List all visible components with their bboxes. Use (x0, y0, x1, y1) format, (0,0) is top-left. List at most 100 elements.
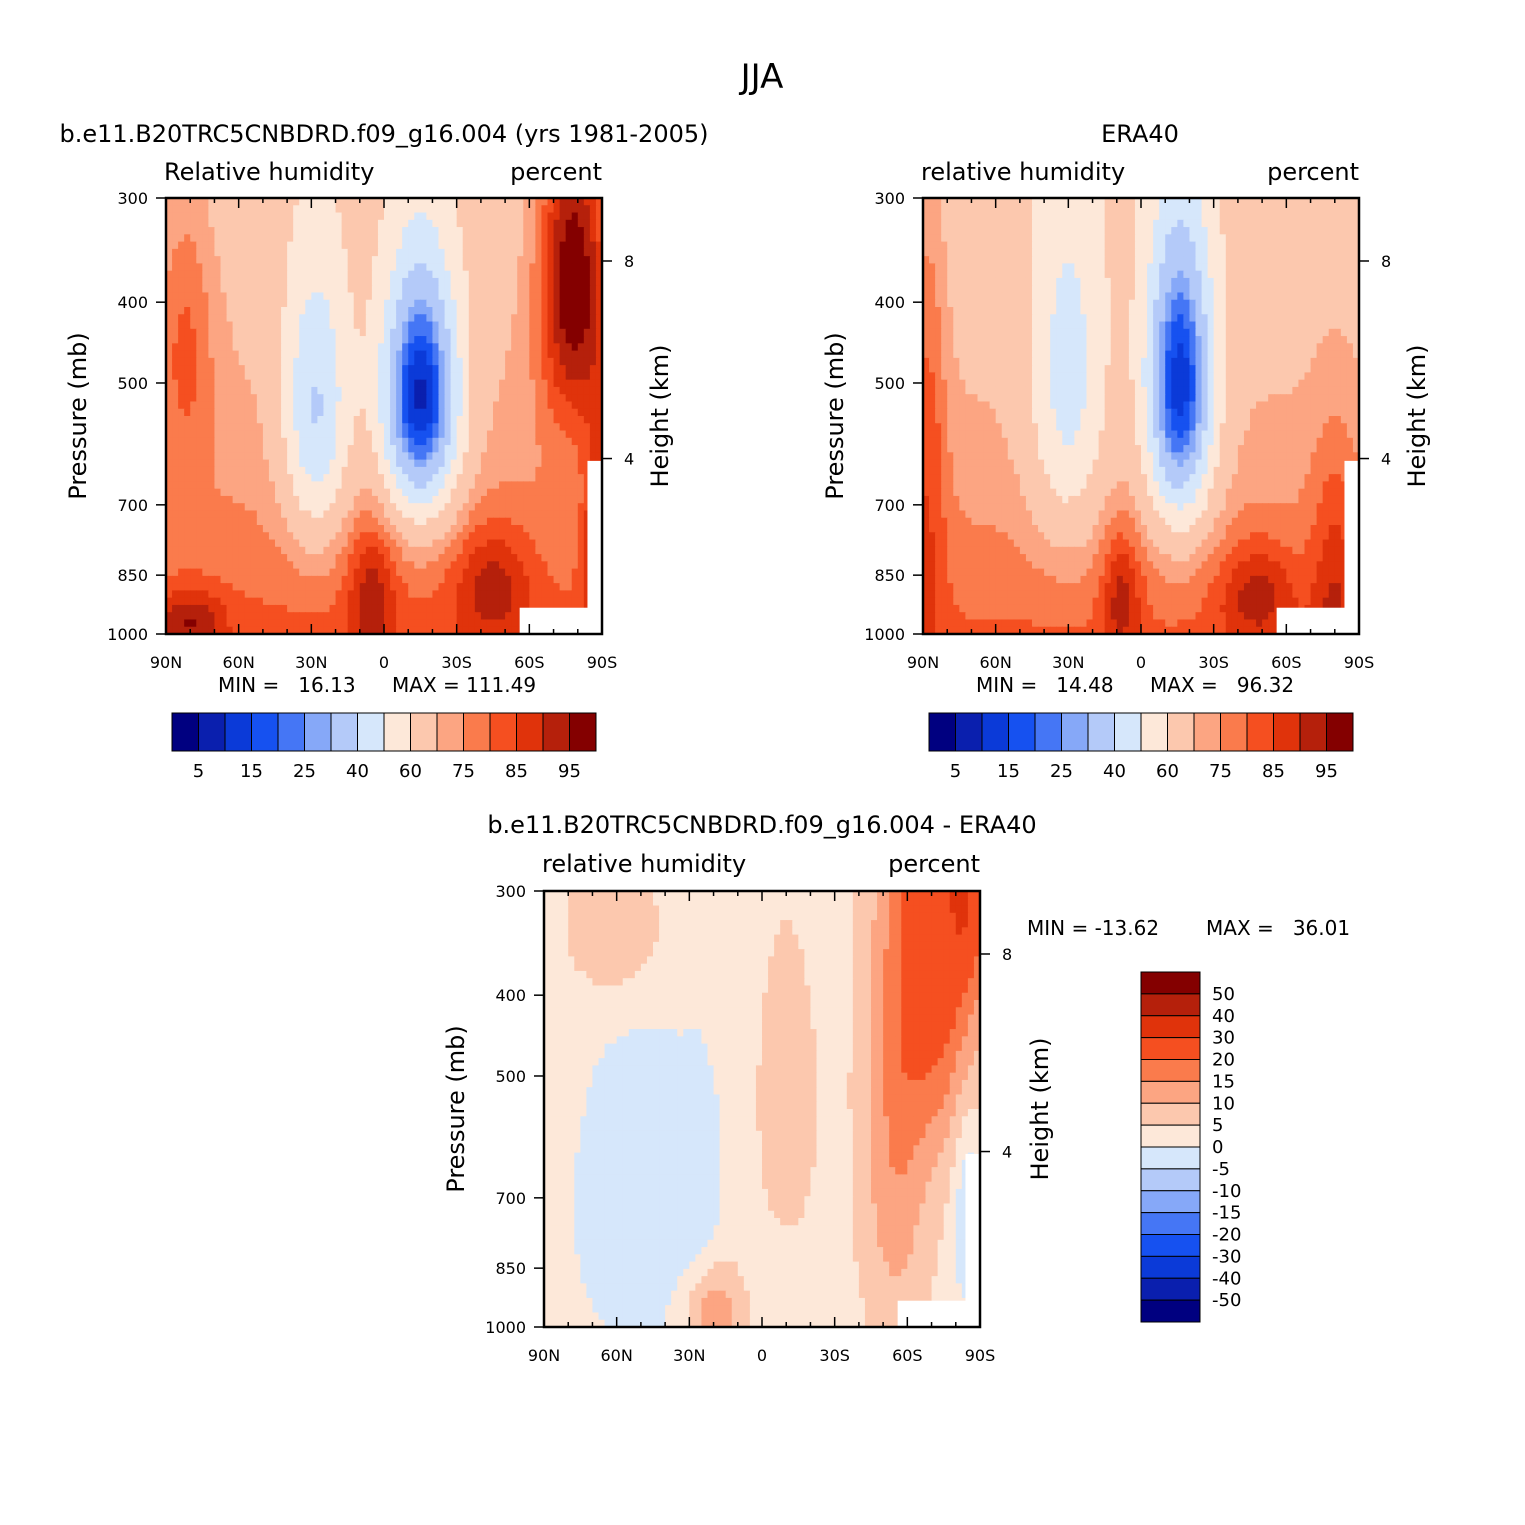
contour-cell (947, 205, 954, 214)
contour-cell (432, 234, 440, 243)
contour-cell (523, 503, 530, 512)
contour-cell (208, 525, 216, 533)
contour-cell (517, 517, 524, 526)
contour-cell (1001, 205, 1009, 214)
contour-cell (565, 205, 573, 214)
contour-cell (499, 379, 506, 388)
colorbar-swatch (251, 712, 279, 752)
contour-cell (589, 408, 597, 417)
contour-cell (1268, 198, 1275, 206)
contour-cell (983, 198, 991, 206)
contour-cell (384, 205, 391, 214)
contour-cell (565, 575, 573, 584)
contour-cell (517, 423, 524, 432)
contour-cell (220, 619, 228, 628)
contour-cell (414, 488, 421, 497)
contour-cell (353, 612, 361, 621)
contour-cell (293, 619, 300, 628)
contour-cell (1219, 248, 1227, 257)
contour-cell (305, 277, 312, 286)
contour-cell (571, 466, 579, 475)
contour-cell (184, 532, 191, 541)
contour-cell (323, 394, 331, 403)
contour-cell (256, 590, 264, 599)
contour-cell (226, 277, 234, 286)
contour-cell (420, 256, 427, 264)
contour-cell (486, 205, 494, 214)
contour-cell (268, 219, 276, 228)
contour-cell (1001, 212, 1009, 221)
contour-cell (480, 277, 488, 286)
contour-cell (311, 590, 318, 599)
contour-cell (184, 205, 191, 214)
contour-cell (1262, 241, 1269, 250)
contour-cell (359, 423, 367, 432)
contour-cell (1292, 234, 1300, 243)
contour-cell (438, 532, 446, 541)
contour-cell (408, 459, 415, 468)
contour-cell (232, 285, 240, 294)
contour-cell (1159, 212, 1166, 221)
contour-cell (335, 408, 343, 417)
contour-cell (244, 474, 252, 482)
contour-cell (486, 539, 494, 548)
contour-cell (311, 517, 318, 526)
contour-cell (432, 619, 440, 628)
contour-cell (166, 357, 173, 366)
contour-cell (287, 357, 294, 366)
contour-cell (480, 612, 488, 621)
contour-cell (462, 227, 470, 235)
contour-cell (172, 539, 179, 548)
contour-cell (190, 336, 197, 344)
contour-cell (420, 474, 427, 482)
contour-cell (438, 227, 446, 235)
contour-cell (365, 495, 373, 504)
contour-cell (365, 365, 373, 373)
contour-cell (390, 488, 397, 497)
contour-cell (571, 357, 579, 366)
contour-cell (589, 307, 597, 315)
contour-cell (493, 285, 500, 294)
contour-cell (202, 365, 209, 373)
contour-cell (341, 219, 349, 228)
contour-cell (535, 321, 543, 330)
contour-cell (390, 532, 397, 541)
contour-cell (571, 495, 579, 504)
contour-cell (1044, 198, 1051, 206)
contour-cell (232, 234, 240, 243)
contour-cell (408, 445, 415, 453)
contour-cell (396, 612, 403, 621)
contour-cell (347, 597, 355, 606)
contour-cell (281, 408, 288, 417)
contour-cell (208, 219, 216, 228)
contour-cell (238, 343, 246, 352)
contour-cell (402, 234, 409, 243)
contour-cell (420, 525, 427, 533)
contour-cell (486, 343, 494, 352)
contour-cell (377, 343, 385, 352)
contour-cell (529, 430, 536, 439)
contour-cell (523, 423, 530, 432)
contour-cell (226, 270, 234, 279)
contour-cell (1292, 205, 1300, 214)
contour-cell (571, 307, 579, 315)
contour-cell (474, 408, 482, 417)
contour-cell (190, 241, 197, 250)
contour-cell (517, 430, 524, 439)
contour-cell (371, 554, 379, 562)
contour-cell (1352, 205, 1359, 214)
contour-cell (232, 532, 240, 541)
contour-cell (371, 532, 379, 541)
contour-cell (281, 546, 288, 555)
contour-cell (559, 597, 567, 606)
contour-cell (250, 583, 258, 591)
contour-cell (311, 198, 318, 206)
contour-cell (444, 510, 452, 519)
contour-cell (305, 430, 312, 439)
contour-cell (208, 517, 216, 526)
contour-cell (202, 386, 209, 395)
contour-cell (390, 321, 397, 330)
contour-cell (353, 321, 361, 330)
contour-cell (317, 256, 325, 264)
contour-cell (281, 437, 288, 446)
